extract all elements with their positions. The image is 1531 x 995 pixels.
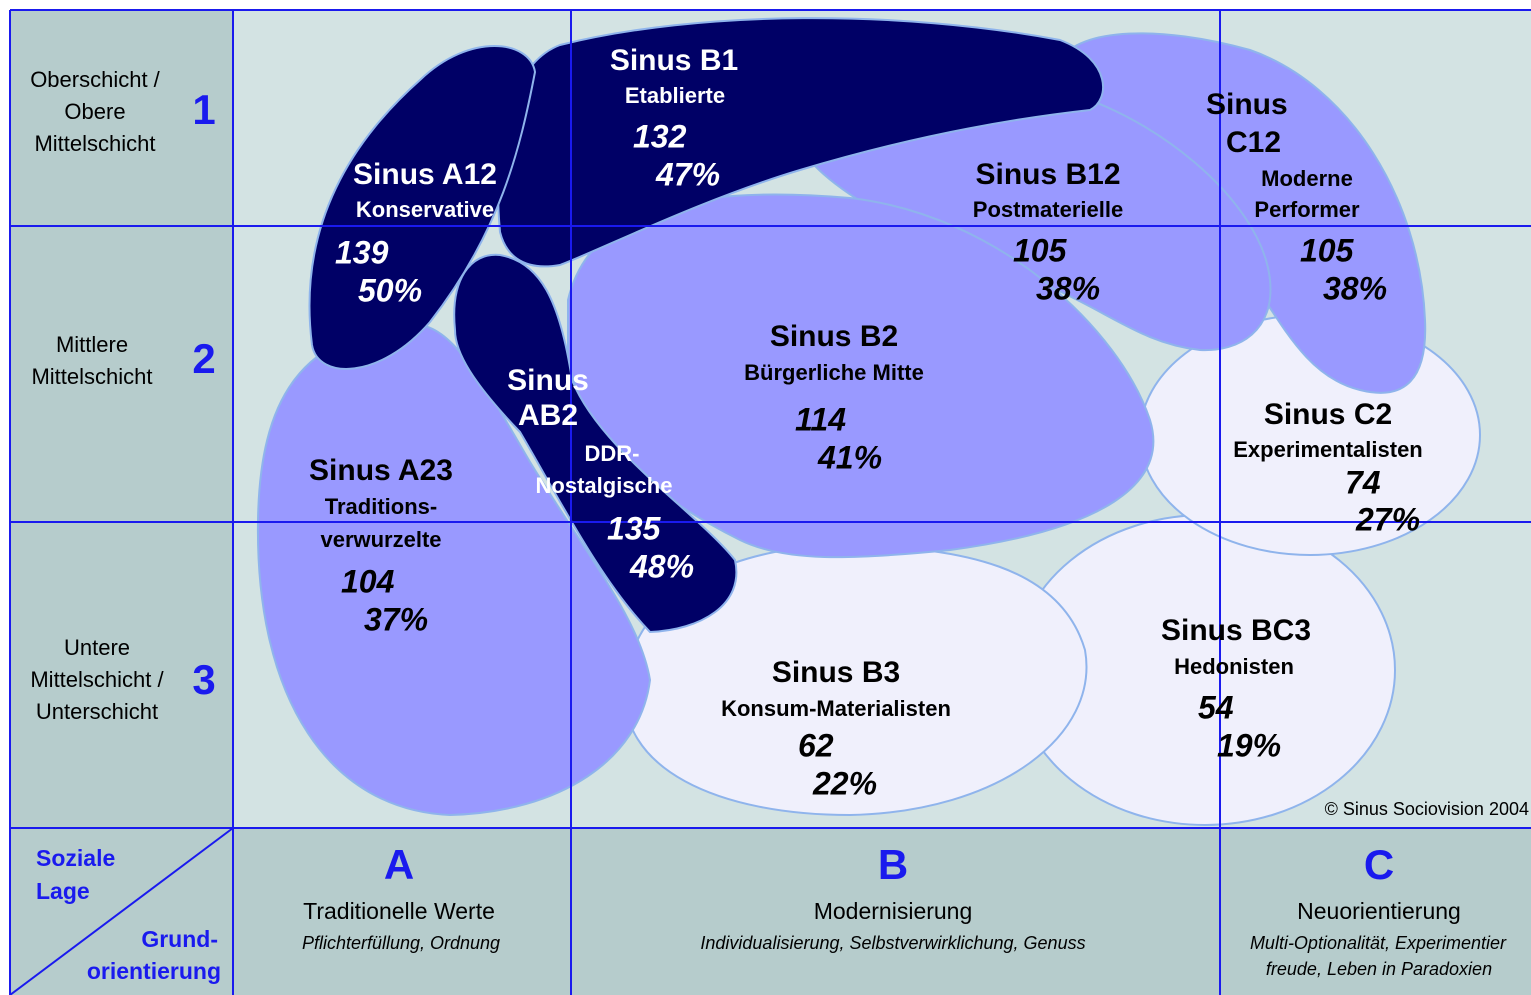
milieu-desc: Etablierte <box>625 83 725 108</box>
milieu-desc: Hedonisten <box>1174 654 1294 679</box>
column-subtitle: Individualisierung, Selbstverwirklichung… <box>700 933 1085 953</box>
column-subtitle: Pflichterfüllung, Ordnung <box>302 933 500 953</box>
milieu-shapes <box>256 17 1481 826</box>
milieu-desc: Traditions- <box>325 494 437 519</box>
milieu-name: Sinus BC3 <box>1161 614 1311 647</box>
milieu-name: Sinus B1 <box>610 44 738 77</box>
column-subtitle: Multi-Optionalität, Experimentier <box>1250 933 1507 953</box>
shape-b1 <box>497 17 1104 268</box>
column-title: Neuorientierung <box>1297 898 1461 924</box>
milieu-index: 114 <box>795 401 846 437</box>
milieu-name: Sinus B3 <box>772 656 900 689</box>
milieu-share: 37% <box>364 601 428 637</box>
copyright: © Sinus Sociovision 2004 <box>1325 799 1529 819</box>
column-letter: A <box>384 841 414 888</box>
milieu-share: 41% <box>817 439 882 475</box>
column-header-bg <box>233 828 1531 995</box>
milieu-name: AB2 <box>518 399 578 432</box>
milieu-share: 47% <box>655 156 720 192</box>
corner-diagonal <box>9 827 234 995</box>
milieu-desc: DDR- <box>585 441 640 466</box>
grid <box>9 9 1531 995</box>
milieu-index: 104 <box>341 563 395 599</box>
milieu-desc: Experimentalisten <box>1233 437 1423 462</box>
row-label: Unterschicht <box>36 699 158 724</box>
row-label: Mittelschicht <box>34 131 155 156</box>
milieu-index: 132 <box>633 118 687 154</box>
milieu-share: 38% <box>1036 270 1100 306</box>
milieu-desc: Postmaterielle <box>973 197 1123 222</box>
milieu-share: 22% <box>812 765 877 801</box>
row-label: Mittelschicht / <box>30 667 164 692</box>
milieu-name: Sinus A23 <box>309 454 453 487</box>
row-label: Untere <box>64 635 130 660</box>
milieu-index: 54 <box>1198 689 1234 725</box>
row-label: Obere <box>64 99 125 124</box>
milieu-index: 139 <box>335 234 389 270</box>
milieu-share: 38% <box>1323 270 1387 306</box>
row-header-bg <box>10 10 233 995</box>
shape-b3 <box>623 543 1088 817</box>
row-number: 2 <box>192 335 215 382</box>
milieu-name: Sinus C2 <box>1264 398 1392 431</box>
row-label: Mittlere <box>56 332 128 357</box>
milieu-index: 105 <box>1013 232 1068 268</box>
milieu-desc: verwurzelte <box>320 527 441 552</box>
milieu-index: 62 <box>798 727 834 763</box>
corner-label: Soziale <box>36 845 115 871</box>
milieu-index: 105 <box>1300 232 1355 268</box>
corner-label: orientierung <box>87 958 221 984</box>
milieu-desc: Konsum-Materialisten <box>721 696 951 721</box>
milieu-name: Sinus B2 <box>770 320 898 353</box>
milieu-desc: Nostalgische <box>536 473 673 498</box>
milieu-index: 135 <box>607 510 662 546</box>
milieu-name: Sinus A12 <box>353 158 497 191</box>
milieu-desc: Konservative <box>356 197 494 222</box>
milieu-desc: Bürgerliche Mitte <box>744 360 924 385</box>
row-number: 3 <box>192 656 215 703</box>
milieu-share: 19% <box>1217 727 1281 763</box>
shape-ab2 <box>453 253 738 634</box>
milieu-name: Sinus <box>1206 88 1288 121</box>
milieu-desc: Performer <box>1254 197 1360 222</box>
milieu-share: 27% <box>1355 501 1420 537</box>
row-number: 1 <box>192 86 215 133</box>
corner-label: Grund- <box>141 926 218 952</box>
milieu-index: 74 <box>1345 464 1381 500</box>
column-letter: B <box>878 841 908 888</box>
milieu-share: 48% <box>629 548 694 584</box>
column-subtitle: freude, Leben in Paradoxien <box>1266 959 1492 979</box>
column-letter: C <box>1364 841 1394 888</box>
shape-a12 <box>308 45 537 370</box>
milieu-name: C12 <box>1226 126 1281 159</box>
corner-label: Lage <box>36 878 90 904</box>
milieu-name: Sinus <box>507 364 589 397</box>
column-title: Modernisierung <box>814 898 973 924</box>
row-label: Oberschicht / <box>30 67 160 92</box>
column-title: Traditionelle Werte <box>303 898 495 924</box>
row-label: Mittelschicht <box>31 364 152 389</box>
milieu-name: Sinus B12 <box>975 158 1120 191</box>
milieu-share: 50% <box>358 272 422 308</box>
milieu-desc: Moderne <box>1261 166 1353 191</box>
